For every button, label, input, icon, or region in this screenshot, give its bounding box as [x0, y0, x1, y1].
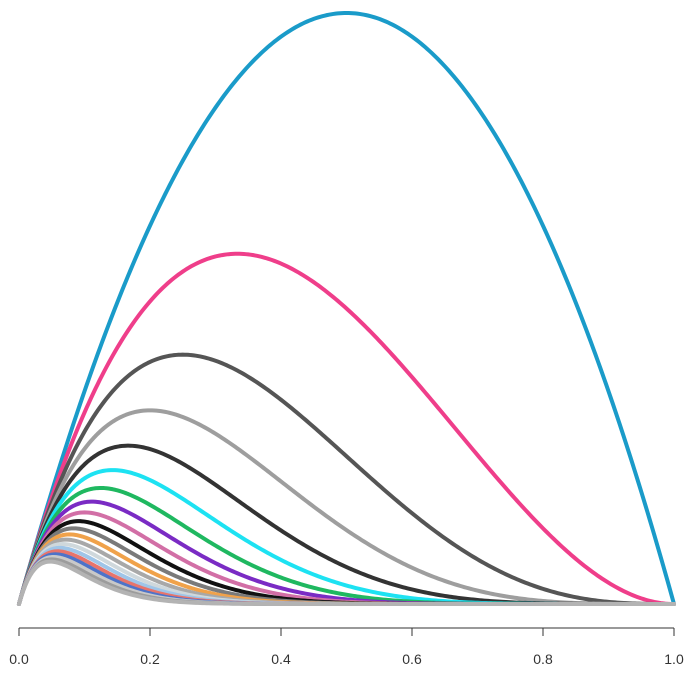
x-tick-label: 0.0 — [9, 651, 29, 667]
series-line-k1 — [17, 11, 676, 606]
series-group — [17, 11, 676, 606]
series-line-k20 — [17, 559, 676, 606]
series-line-k3 — [17, 352, 676, 606]
x-tick-label: 0.4 — [271, 651, 291, 667]
series-line-k2 — [17, 251, 676, 606]
x-tick-label: 0.6 — [402, 651, 422, 667]
x-tick-label: 0.8 — [533, 651, 553, 667]
x-ticks: 0.0 0.2 0.4 0.6 0.8 1.0 — [9, 628, 684, 667]
x-tick-label: 0.2 — [140, 651, 160, 667]
x-axis: 0.0 0.2 0.4 0.6 0.8 1.0 — [9, 627, 684, 667]
x-tick-label: 1.0 — [664, 651, 684, 667]
